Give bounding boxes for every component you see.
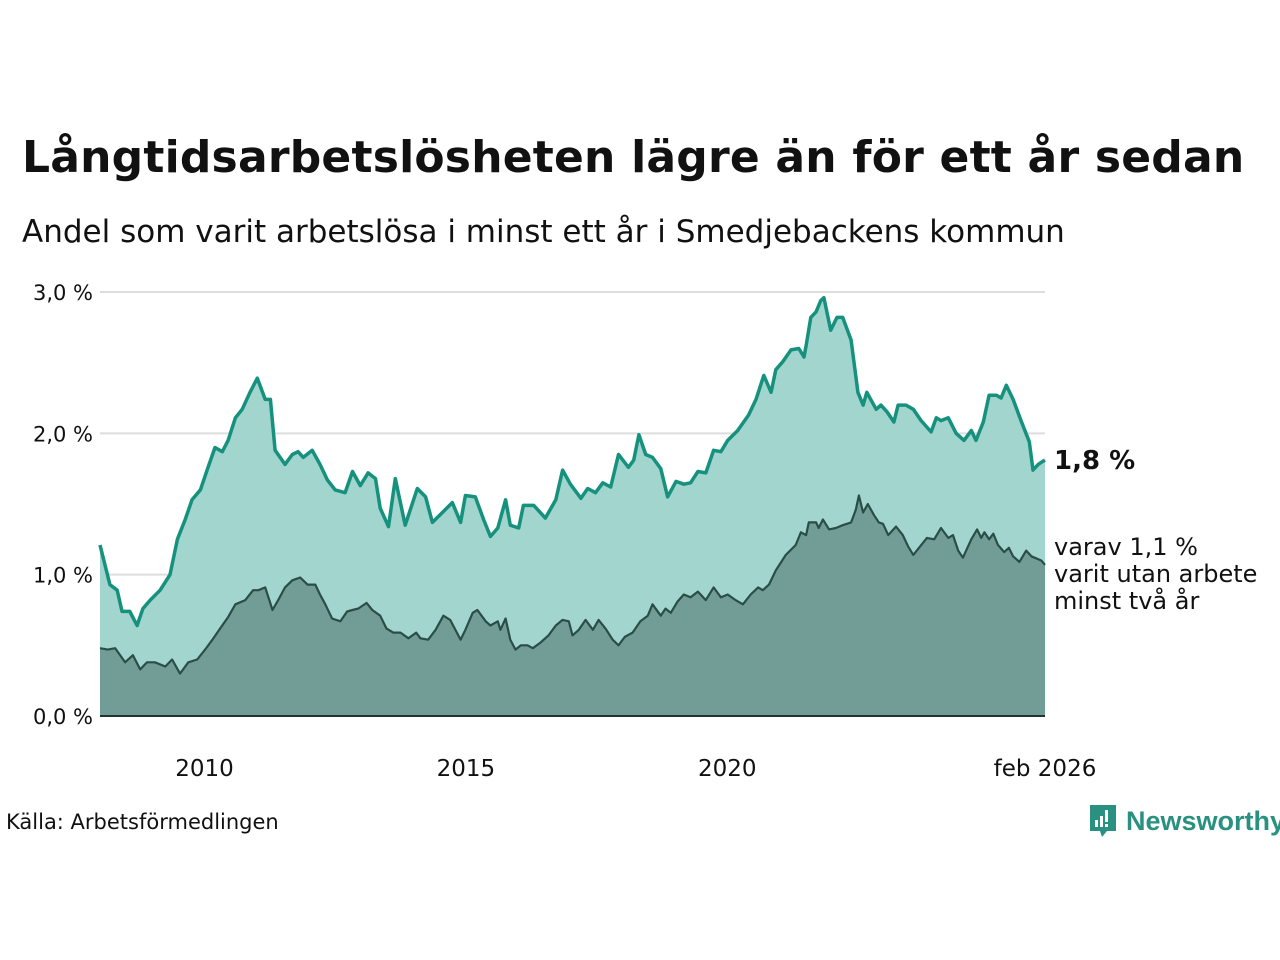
newsworthy-logo-text: Newsworthy (1126, 805, 1280, 836)
y-tick-label: 3,0 % (33, 281, 93, 305)
newsworthy-logo[interactable]: Newsworthy (1088, 803, 1280, 839)
line-long-term (99, 494, 1046, 675)
y-tick-label: 0,0 % (33, 705, 93, 729)
x-axis: 2010 2015 2020 feb 2026 (175, 756, 1096, 782)
label-long-line3: minst två år (1054, 586, 1199, 615)
label-total-last: 1,8 % (1054, 446, 1135, 476)
x-tick-label: 2015 (437, 756, 496, 782)
line-total (98, 295, 1046, 628)
label-long-line1: varav 1,1 % (1054, 533, 1198, 561)
chart-title: Långtidsarbetslösheten lägre än för ett … (22, 132, 1245, 183)
y-axis: 0,0 % 1,0 % 2,0 % 3,0 % (33, 281, 93, 729)
x-tick-label: 2010 (175, 756, 234, 782)
x-tick-label: 2020 (698, 756, 757, 782)
area-long-term (100, 495, 1045, 716)
chart-subtitle: Andel som varit arbetslösa i minst ett å… (22, 214, 1065, 250)
y-tick-label: 2,0 % (33, 422, 93, 446)
x-tick-label: feb 2026 (994, 756, 1097, 782)
newsworthy-logo-icon (1090, 805, 1116, 837)
label-long-line2: varit utan arbete (1054, 560, 1257, 588)
y-tick-label: 1,0 % (33, 564, 93, 588)
source-note: Källa: Arbetsförmedlingen (6, 810, 279, 834)
